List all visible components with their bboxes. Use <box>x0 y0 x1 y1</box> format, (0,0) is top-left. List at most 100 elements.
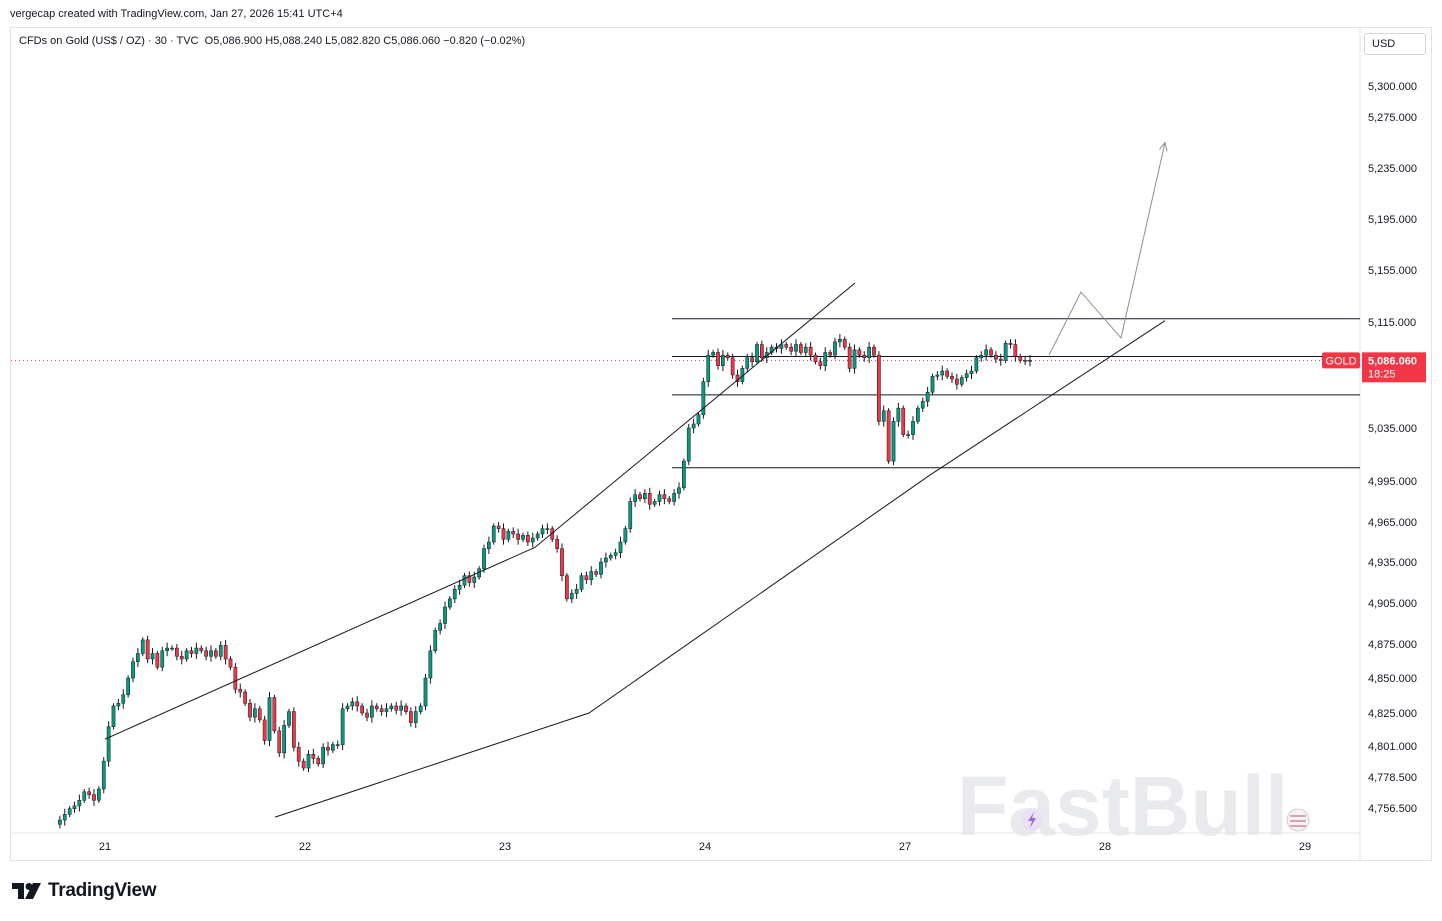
candle-body <box>721 354 725 366</box>
candle-body <box>667 498 672 502</box>
time-tick-label: 27 <box>899 841 911 853</box>
candle-body <box>296 747 301 762</box>
candle-body <box>526 535 530 543</box>
candle-body <box>608 555 613 559</box>
candle-body <box>72 805 77 809</box>
price-tick-label: 4,778.500 <box>1368 772 1417 784</box>
time-axis: 21 22 23 24 27 28 29 <box>99 841 1311 853</box>
candle-body <box>574 589 579 594</box>
flag-icon <box>1286 808 1310 832</box>
candle-body <box>1003 342 1008 361</box>
candle-body <box>964 373 969 378</box>
candle-body <box>145 639 150 660</box>
candle-body <box>433 630 438 652</box>
candle-body <box>462 575 467 586</box>
candle-body <box>501 528 506 540</box>
ohlc-legend: CFDs on Gold (US$ / OZ) · 30 · TVC O5,08… <box>19 35 525 47</box>
candle-body <box>1018 356 1023 361</box>
open-value: O5,086.900 <box>204 35 263 47</box>
candle-body <box>228 658 233 668</box>
candle-body <box>969 370 974 374</box>
price-tick-label: 4,825.000 <box>1368 708 1417 720</box>
price-tick-label: 4,965.000 <box>1368 517 1417 529</box>
tradingview-logo[interactable]: TradingView <box>12 880 157 902</box>
candle-body <box>935 374 940 377</box>
chart-frame[interactable] <box>10 27 1432 861</box>
time-tick-label: 28 <box>1099 841 1111 853</box>
candle-body <box>379 708 384 712</box>
candle-body <box>238 688 243 693</box>
candle-body <box>891 421 896 462</box>
candle-body <box>223 645 228 660</box>
close-value: C5,086.060 <box>383 35 441 47</box>
candle-body <box>92 794 96 801</box>
candle-body <box>862 354 867 359</box>
candle-body <box>77 800 82 807</box>
candle-body <box>613 552 618 556</box>
candle-body <box>916 407 920 422</box>
candle-body <box>979 354 984 359</box>
candle-body <box>506 531 511 540</box>
candle-body <box>662 494 667 500</box>
candle-body <box>618 541 623 553</box>
candle-body <box>340 708 345 745</box>
candle-body <box>1028 360 1032 362</box>
candle-body <box>472 576 477 583</box>
candle-body <box>857 349 862 356</box>
currency-label: USD <box>1372 38 1396 50</box>
instrument-label: CFDs on Gold (US$ / OZ) · 30 · TVC <box>19 35 199 47</box>
symbol-tag-text: GOLD <box>1325 355 1356 367</box>
candle-body <box>584 575 589 581</box>
candle-body <box>628 501 633 529</box>
candle-body <box>945 370 949 377</box>
candle-body <box>97 788 101 801</box>
candle-body <box>233 666 238 690</box>
candle-body <box>950 376 954 380</box>
candle-body <box>165 647 169 652</box>
candle-body <box>409 711 413 723</box>
candle-body <box>374 705 379 710</box>
price-tick-label: 4,875.000 <box>1368 639 1417 651</box>
price-tick-label: 4,995.000 <box>1368 476 1417 488</box>
candle-body <box>565 575 569 600</box>
tradingview-logo-icon <box>12 883 41 899</box>
watermark: FastBull <box>957 759 1288 853</box>
price-tag <box>1362 352 1426 383</box>
candle-body <box>121 694 126 704</box>
candle-body <box>940 370 945 376</box>
candle-body <box>599 561 603 575</box>
candle-body <box>482 548 486 570</box>
candle-body <box>959 377 964 385</box>
candle-body <box>789 346 793 352</box>
candle-body <box>62 814 67 821</box>
candle-body <box>604 557 608 563</box>
candle-body <box>828 352 832 356</box>
candle-body <box>847 346 852 369</box>
candle-body <box>67 808 72 815</box>
candle-body <box>1023 360 1027 362</box>
candle-body <box>467 575 472 583</box>
candle-body <box>569 593 574 600</box>
price-tick-label: 5,115.000 <box>1368 317 1416 329</box>
time-tick-label: 21 <box>99 841 111 853</box>
candle-body <box>496 525 501 529</box>
candle-body <box>803 346 808 353</box>
candle-body <box>82 791 87 801</box>
price-tick-label: 5,235.000 <box>1368 163 1417 175</box>
candle-body <box>155 653 160 668</box>
candle-body <box>535 533 540 539</box>
candle-body <box>262 719 267 741</box>
time-tick-label: 23 <box>499 841 511 853</box>
price-tick-label: 5,275.000 <box>1368 112 1417 124</box>
candle-body <box>745 357 750 369</box>
candle-body <box>755 344 759 362</box>
currency-selector[interactable]: USD <box>1364 33 1426 55</box>
channel-lower-line <box>274 320 1166 818</box>
candle-body <box>686 427 691 462</box>
candle-body <box>696 414 701 425</box>
candle-body <box>530 537 535 543</box>
candle-body <box>682 460 686 489</box>
candle-body <box>886 410 891 462</box>
candle-body <box>930 376 935 393</box>
